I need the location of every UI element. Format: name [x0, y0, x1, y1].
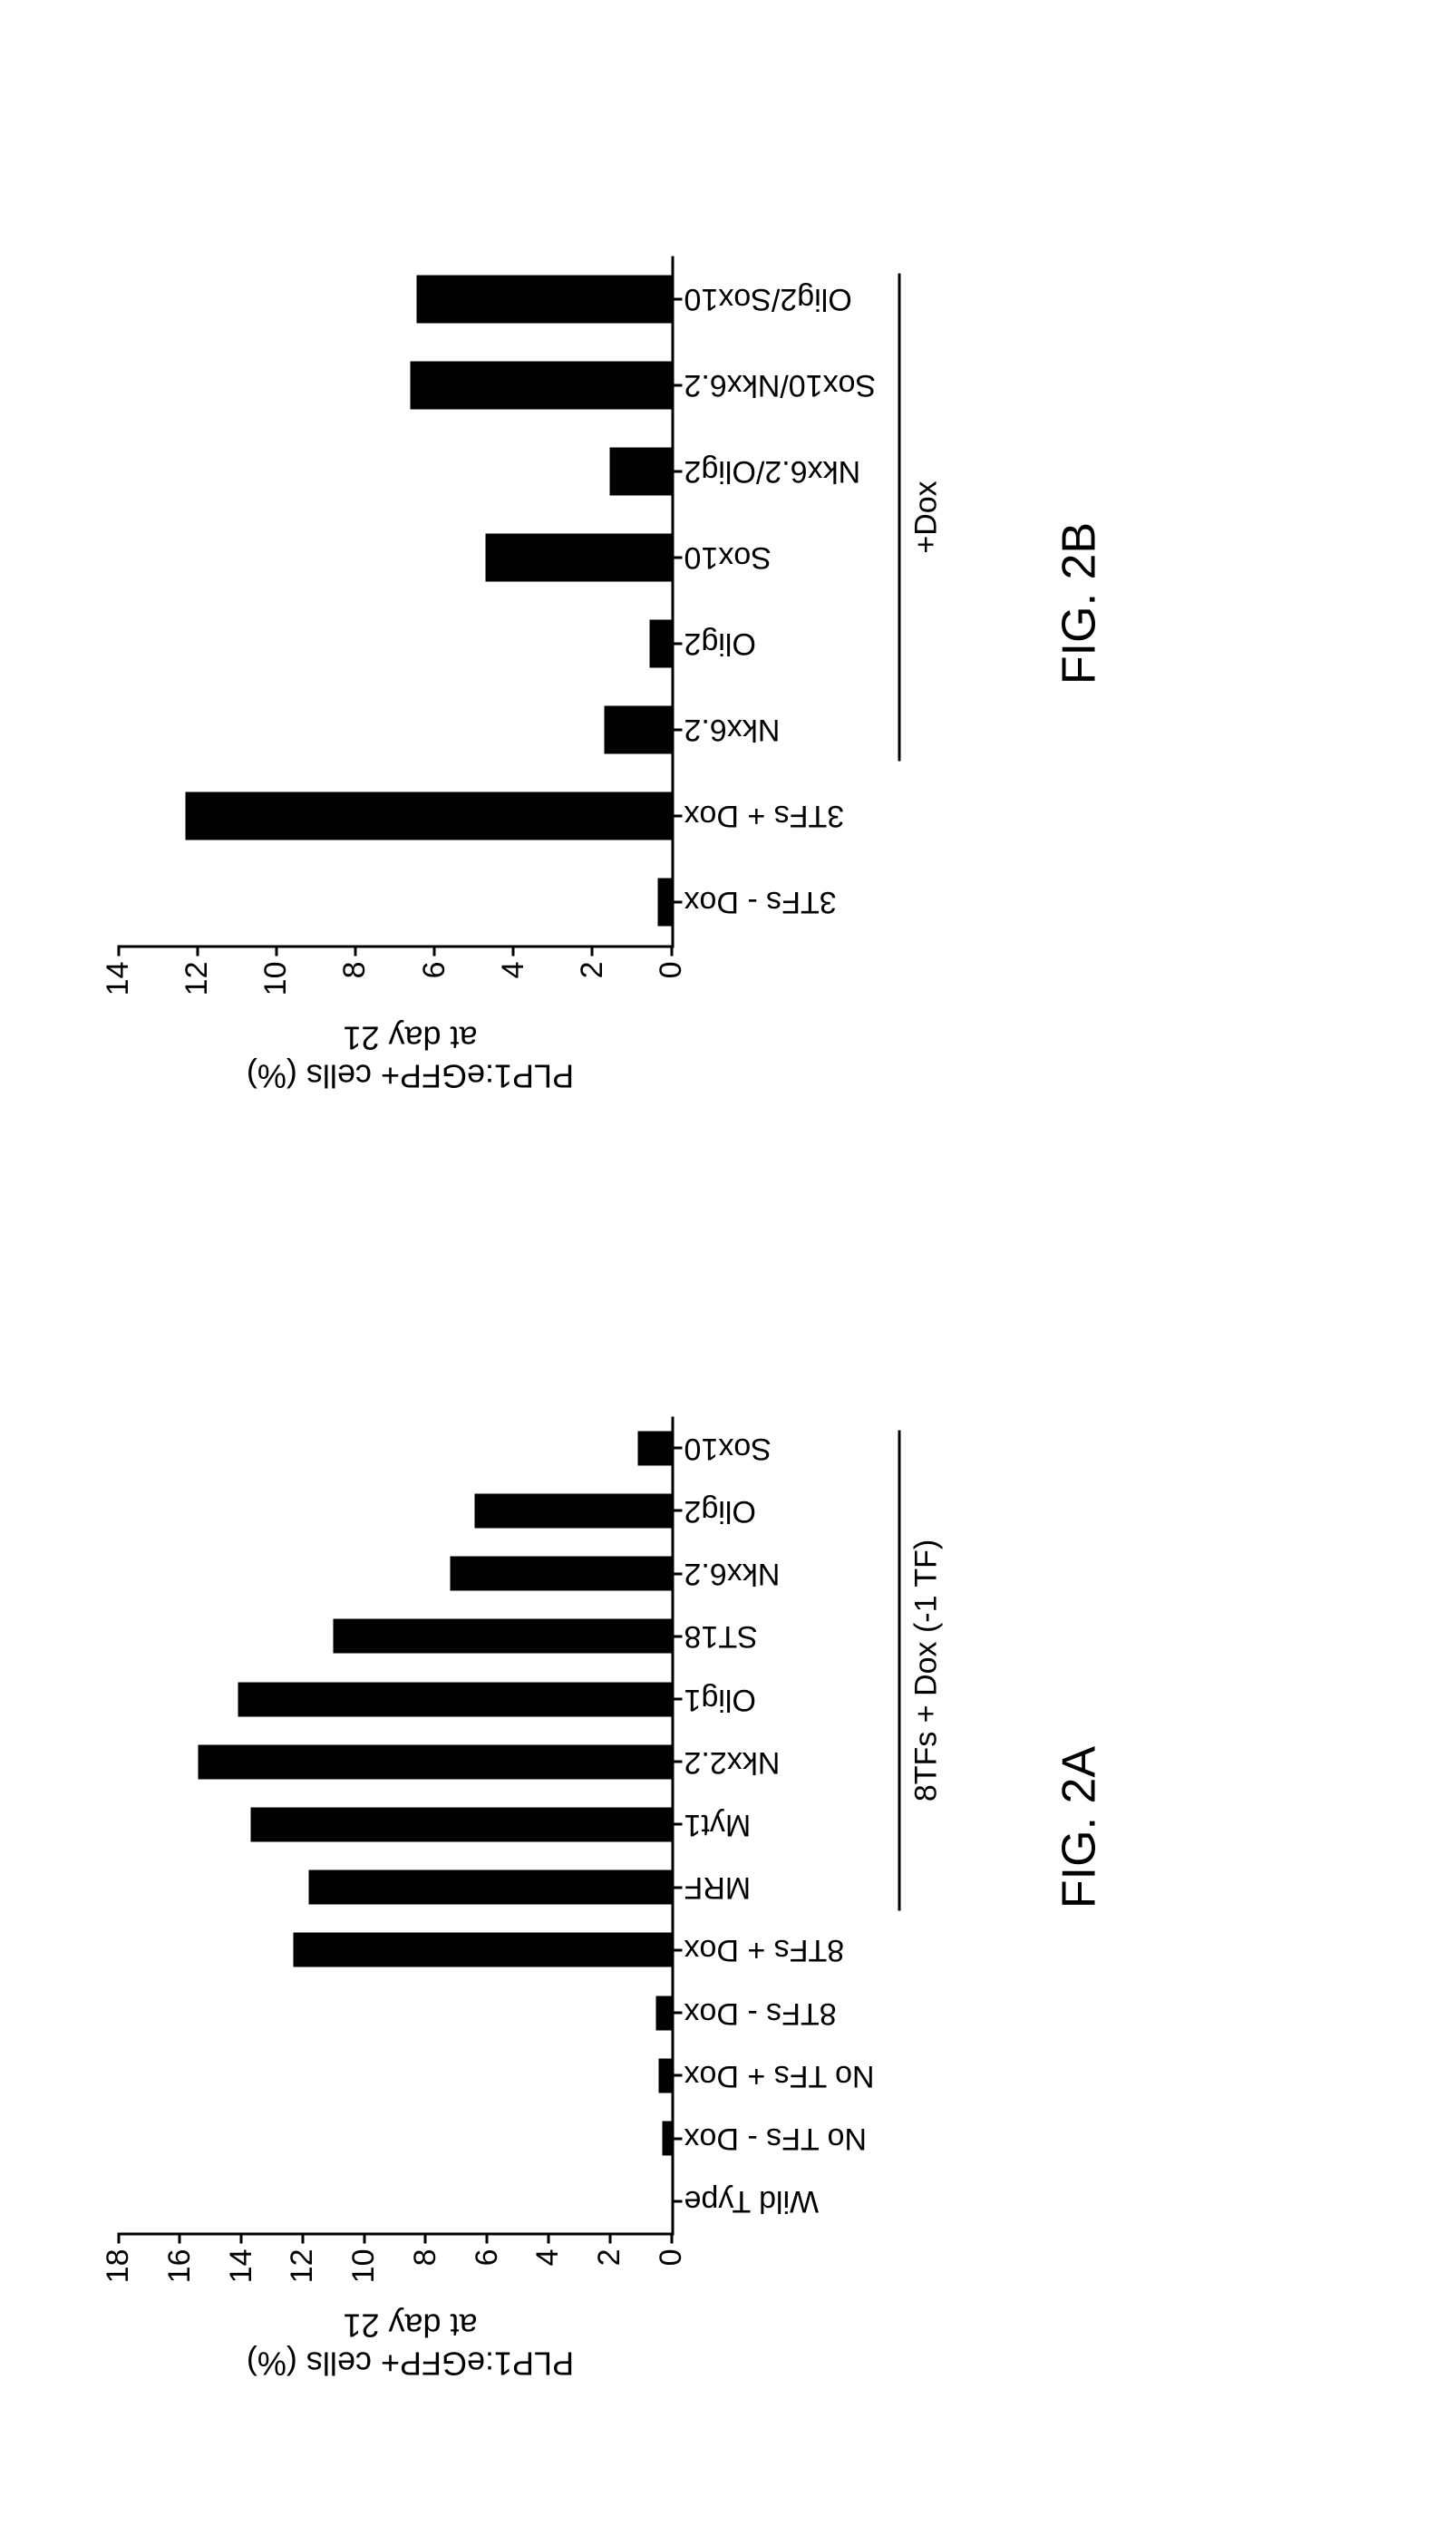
y-tick-label: 18 [101, 2248, 136, 2283]
x-tick-label: MRF [671, 1869, 751, 1905]
y-tick-label: 12 [285, 2248, 320, 2283]
fig2b-caption: FIG. 2B [1052, 521, 1106, 684]
y-tick-label: 14 [223, 2248, 258, 2283]
y-tick-label: 0 [654, 2248, 689, 2266]
bar [657, 878, 671, 925]
y-tick [608, 2232, 611, 2243]
bar [308, 1869, 671, 1904]
x-tick-label: Nkx2.2 [671, 1743, 780, 1779]
x-tick-label: No TFs - Dox [671, 2121, 867, 2156]
x-tick-label: 8TFs + Dox [671, 1932, 844, 1967]
x-tick-label: 3TFs + Dox [671, 798, 844, 833]
bar [474, 1493, 671, 1528]
y-tick [363, 2232, 365, 2243]
bar [185, 791, 671, 839]
y-tick [275, 945, 277, 956]
bar [485, 533, 671, 580]
y-tick-label: 8 [337, 961, 373, 978]
x-tick-label: No TFs + Dox [671, 2057, 874, 2093]
yaxis-title-line2: at day 21 [343, 1019, 477, 1056]
y-tick-label: 12 [180, 961, 215, 995]
y-tick-label: 8 [407, 2248, 442, 2266]
y-tick [117, 945, 120, 956]
y-tick-label: 0 [654, 961, 689, 978]
yaxis-title-line1: PLP1:eGFP+ cells (%) [246, 1057, 573, 1094]
x-tick-label: Sox10 [671, 539, 771, 575]
fig2b-panel: PLP1:eGFP+ cells (%) at day 21 024681012… [118, 131, 1296, 1129]
y-tick [301, 2232, 304, 2243]
x-tick-label: Nkx6.2/Olig2 [671, 453, 860, 489]
y-tick [485, 2232, 488, 2243]
x-tick-label: Myt1 [671, 1807, 751, 1842]
yaxis-title-line2: at day 21 [343, 2306, 477, 2344]
fig2b-group-line [898, 273, 900, 761]
x-tick-label: 3TFs - Dox [671, 884, 836, 919]
bar [662, 2121, 671, 2155]
bar [649, 619, 671, 666]
x-tick-label: ST18 [671, 1618, 757, 1654]
y-tick [670, 945, 673, 956]
fig2a-panel: PLP1:eGFP+ cells (%) at day 21 024681012… [118, 1364, 1296, 2416]
y-tick-label: 14 [101, 961, 136, 995]
x-tick-label: Sox10/Nkx6.2 [671, 367, 876, 403]
fig2a-caption: FIG. 2A [1052, 1745, 1106, 1908]
bar [250, 1807, 671, 1841]
y-tick-label: 4 [530, 2248, 566, 2266]
x-tick-label: Olig2 [671, 626, 755, 661]
y-tick [117, 2232, 120, 2243]
bar [198, 1744, 671, 1779]
bar [655, 1996, 671, 2030]
bar [609, 447, 671, 494]
y-tick [354, 945, 356, 956]
bar [333, 1618, 671, 1653]
y-tick-label: 4 [495, 961, 530, 978]
y-tick-label: 16 [161, 2248, 197, 2283]
y-tick [178, 2232, 180, 2243]
bar [604, 705, 671, 753]
y-tick-label: 2 [592, 2248, 627, 2266]
bar [658, 2058, 671, 2093]
x-tick-label: Olig2 [671, 1492, 755, 1528]
x-tick-label: Wild Type [671, 2183, 819, 2219]
y-tick [239, 2232, 242, 2243]
x-tick-label: Sox10 [671, 1430, 771, 1465]
yaxis-title-line1: PLP1:eGFP+ cells (%) [246, 2345, 573, 2382]
x-tick-label: Olig1 [671, 1681, 755, 1716]
x-tick-label: 8TFs - Dox [671, 1995, 836, 2030]
y-tick [547, 2232, 549, 2243]
fig2b-plot-area: 024681012143TFs - Dox3TFs + DoxNkx6.2Oli… [118, 256, 674, 947]
y-tick-label: 10 [258, 961, 294, 995]
x-tick-label: Nkx6.2 [671, 712, 780, 747]
fig2b-group-label: +Dox [908, 481, 944, 553]
bar [410, 361, 671, 408]
fig2a-group-line [898, 1430, 900, 1910]
y-tick [423, 2232, 426, 2243]
figure-rotated-wrapper: PLP1:eGFP+ cells (%) at day 21 024681012… [0, 0, 1456, 2525]
y-tick-label: 10 [346, 2248, 382, 2283]
y-tick-label: 6 [416, 961, 451, 978]
y-tick [670, 2232, 673, 2243]
y-tick-label: 2 [574, 961, 609, 978]
x-tick-label: Olig2/Sox10 [671, 281, 851, 316]
y-tick-label: 6 [469, 2248, 504, 2266]
bar [238, 1682, 671, 1716]
fig2a-group-label: 8TFs + Dox (-1 TF) [908, 1539, 944, 1801]
y-tick [432, 945, 435, 956]
fig2a-yaxis-title: PLP1:eGFP+ cells (%) at day 21 [228, 2306, 591, 2382]
fig2b-yaxis-title: PLP1:eGFP+ cells (%) at day 21 [228, 1018, 591, 1094]
x-tick-label: Nkx6.2 [671, 1556, 780, 1591]
y-tick [511, 945, 514, 956]
bar [450, 1556, 671, 1590]
y-tick [196, 945, 199, 956]
bar [637, 1431, 671, 1465]
bar [293, 1932, 671, 1967]
bar [416, 275, 671, 322]
y-tick [590, 945, 593, 956]
fig2a-plot-area: 024681012141618Wild TypeNo TFs - DoxNo T… [118, 1416, 674, 2235]
